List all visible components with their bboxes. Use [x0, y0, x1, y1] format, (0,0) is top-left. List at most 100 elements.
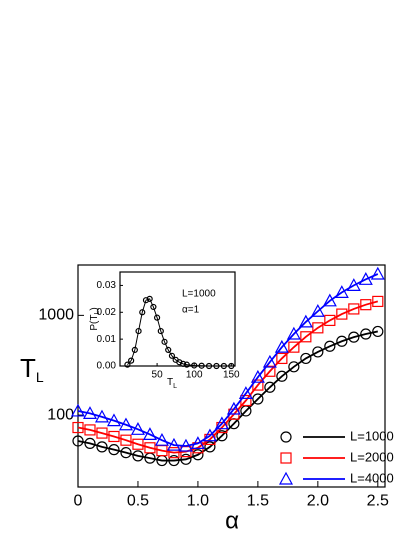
- marker: [131, 346, 138, 353]
- marker: [124, 361, 131, 368]
- marker: [94, 409, 109, 423]
- legend-label: L=1000: [350, 428, 394, 443]
- marker: [82, 406, 98, 419]
- y-tick-label: 0.00: [97, 361, 117, 372]
- marker: [179, 360, 187, 367]
- marker: [139, 309, 146, 316]
- marker: [276, 352, 288, 365]
- marker: [183, 361, 190, 368]
- inset-x-label-sub: L: [173, 383, 177, 390]
- marker: [84, 424, 96, 436]
- marker: [84, 437, 96, 450]
- inset-frame: [119, 271, 236, 367]
- marker: [346, 278, 361, 291]
- marker: [348, 331, 360, 343]
- marker: [192, 449, 204, 461]
- marker: [132, 438, 144, 450]
- marker: [360, 299, 372, 311]
- marker: [153, 314, 161, 321]
- annotation: α=1: [182, 305, 200, 316]
- marker: [348, 303, 360, 315]
- inset-y-label: P(TL): [89, 307, 101, 330]
- marker: [72, 435, 84, 447]
- marker: [274, 339, 289, 353]
- marker: [324, 340, 336, 352]
- marker: [216, 430, 228, 442]
- marker: [166, 437, 181, 451]
- marker: [128, 357, 135, 364]
- marker: [168, 352, 176, 359]
- series-line: [127, 298, 232, 367]
- x-tick-label: 100: [186, 370, 203, 381]
- marker: [213, 362, 220, 370]
- marker: [264, 381, 276, 393]
- marker: [142, 427, 157, 441]
- x-tick-label: 0.5: [127, 493, 149, 510]
- marker: [312, 322, 324, 334]
- marker: [165, 346, 172, 353]
- marker: [118, 417, 133, 431]
- marker: [288, 361, 300, 373]
- marker: [135, 327, 142, 335]
- marker: [130, 422, 145, 435]
- marker: [264, 365, 276, 377]
- marker: [226, 401, 241, 415]
- y-tick-label: 0.02: [97, 307, 117, 318]
- marker: [178, 438, 193, 452]
- x-axis-label: α: [225, 507, 239, 534]
- x-tick-label: 2.5: [367, 493, 389, 510]
- y-tick-label: 0.03: [97, 280, 117, 291]
- y-tick-label: 100: [47, 406, 74, 423]
- annotation: L=1000: [182, 289, 216, 300]
- x-tick-label: 0: [74, 493, 83, 510]
- inset-x-label: TL: [167, 377, 177, 390]
- marker: [288, 341, 300, 353]
- legend-label: L=4000: [350, 470, 394, 485]
- marker: [70, 403, 86, 417]
- marker: [150, 303, 157, 311]
- marker: [336, 335, 348, 347]
- x-tick-label: 1.5: [247, 493, 269, 510]
- marker: [205, 362, 213, 370]
- marker: [142, 297, 150, 304]
- marker: [146, 295, 153, 302]
- marker: [106, 413, 121, 427]
- inset-y-label-main: P(T: [89, 315, 100, 331]
- inset-x-label-main: T: [167, 377, 173, 388]
- marker: [96, 441, 108, 453]
- marker: [190, 436, 205, 450]
- marker: [120, 434, 132, 446]
- marker: [336, 308, 348, 320]
- inset-y-label-sub: L: [94, 311, 101, 315]
- marker: [262, 354, 277, 368]
- marker: [168, 454, 180, 467]
- marker: [191, 362, 198, 369]
- inset-y-label-end: ): [89, 307, 100, 310]
- y-axis-label-sub: L: [36, 369, 44, 385]
- x-tick-label: 150: [223, 370, 240, 381]
- marker: [214, 416, 229, 430]
- series-line: [77, 273, 379, 447]
- marker: [220, 362, 227, 370]
- marker: [180, 453, 192, 465]
- series-line: [77, 330, 378, 462]
- legend-marker: [280, 431, 292, 443]
- series-line: [77, 300, 379, 454]
- marker: [286, 326, 301, 340]
- marker: [144, 442, 156, 454]
- y-tick-label: 1000: [38, 307, 74, 324]
- main-frame: [77, 264, 386, 488]
- marker: [120, 447, 132, 459]
- marker: [310, 303, 325, 317]
- marker: [312, 346, 324, 358]
- marker: [202, 428, 217, 442]
- marker: [238, 386, 253, 399]
- marker: [372, 325, 384, 338]
- y-axis-label-main: T: [20, 353, 36, 383]
- marker: [372, 295, 384, 308]
- legend-marker: [280, 452, 292, 464]
- x-tick-label: 2.0: [307, 493, 329, 510]
- marker: [334, 285, 349, 298]
- y-axis-label: TL: [20, 353, 44, 385]
